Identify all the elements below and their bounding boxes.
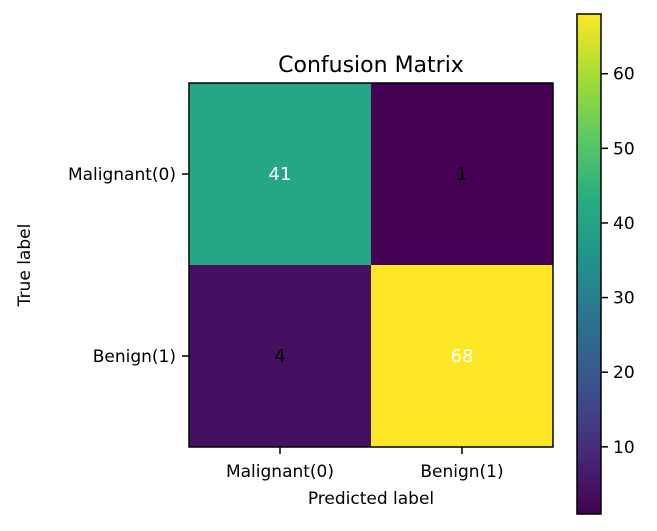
x-tick-label: Benign(1) <box>420 462 503 482</box>
heatmap-cells <box>189 83 554 448</box>
chart-title: Confusion Matrix <box>278 53 464 78</box>
colorbar-tick-label: 30 <box>613 289 635 309</box>
cell-value-r1-c0: 4 <box>274 346 285 367</box>
colorbar-tick-label: 20 <box>613 363 635 383</box>
colorbar-tick-label: 50 <box>613 139 635 159</box>
x-axis-label: Predicted label <box>308 489 434 509</box>
colorbar-frame <box>576 13 602 515</box>
cell-value-r0-c0: 41 <box>269 164 292 185</box>
y-axis-ticks: Malignant(0) Benign(1) <box>68 165 189 367</box>
heatmap-cell-r0-c1 <box>371 83 554 266</box>
heatmap-cell-r1-c0 <box>189 265 372 448</box>
y-tick-label: Malignant(0) <box>68 165 176 185</box>
heatmap-cell-r0-c0 <box>189 83 372 266</box>
heatmap-cell-r1-c1 <box>371 265 554 448</box>
plot-frame <box>188 82 554 448</box>
cell-value-r1-c1: 68 <box>451 346 474 367</box>
x-axis-ticks: Malignant(0) Benign(1) <box>226 447 504 482</box>
y-axis-label: True label <box>15 224 35 308</box>
cell-value-r0-c1: 1 <box>456 164 467 185</box>
y-tick-label: Benign(1) <box>93 347 176 367</box>
colorbar-tick-label: 60 <box>613 65 635 85</box>
colorbar-tick-label: 40 <box>613 214 635 234</box>
heatmap-cell-labels: 41 1 4 68 <box>269 164 474 367</box>
colorbar-tick-label: 10 <box>613 438 635 458</box>
colorbar-ticks: 10 20 30 40 50 60 <box>601 65 635 458</box>
colorbar <box>577 14 601 514</box>
x-tick-label: Malignant(0) <box>226 462 334 482</box>
